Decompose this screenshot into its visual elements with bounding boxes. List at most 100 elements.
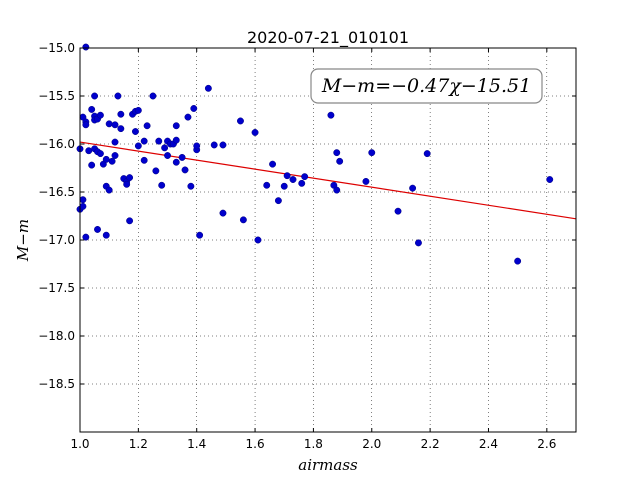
x-tick-label: 2.4 [479,437,498,451]
x-tick-label: 1.2 [129,437,148,451]
data-point [280,182,288,190]
data-point [114,92,122,100]
data-point [140,137,148,145]
data-point [210,141,218,149]
axis-ticks: 1.0 1.2 1.4 1.6 1.8 2.0 2.2 2.4 2.6 −15.0 −15.5 −16… [38,41,576,451]
plot-frame [79,47,577,433]
data-point [423,150,431,158]
x-tick-label: 2.2 [421,437,440,451]
annotation-box [310,68,543,104]
data-point [134,106,142,114]
data-point [88,105,96,113]
data-points [76,43,554,265]
data-point [117,125,125,133]
data-point [82,233,90,241]
data-point [289,176,297,183]
data-point [152,167,160,175]
data-point [88,161,96,169]
data-point [181,166,189,174]
x-tick-label: 1.8 [304,437,323,451]
data-point [94,225,101,233]
data-point [108,157,116,165]
data-point [178,153,186,161]
data-point [96,150,104,158]
data-point [239,216,247,224]
x-axis-label: airmass [298,456,358,474]
data-point [79,196,87,204]
data-point [187,182,195,190]
y-tick-label: −17.5 [38,281,75,295]
data-point [161,144,169,152]
data-point [91,92,99,100]
x-tick-label: 1.6 [246,437,265,451]
chart-title: 2020-07-21_010101 [247,28,409,48]
y-tick-label: −15.0 [38,41,75,55]
fit-annotation: M−m=−0.47χ−15.51 [310,68,543,104]
data-point [140,156,148,164]
y-tick-label: −15.5 [38,89,75,103]
data-point [333,149,341,157]
data-point [274,197,282,205]
grid-lines [80,48,576,432]
data-point [546,176,554,183]
data-point [126,174,134,182]
data-point [219,209,227,217]
data-point [298,179,306,187]
annotation-text: M−m=−0.47χ−15.51 [321,75,531,97]
fit-line-layer [79,141,577,220]
data-point [514,257,522,265]
fit-line [79,141,577,220]
y-tick-label: −17.0 [38,233,75,247]
data-point [85,147,93,155]
data-point [105,120,113,128]
data-point [96,111,104,119]
data-point [283,172,291,180]
data-point [333,186,341,194]
data-point [193,142,201,150]
y-tick-label: −18.0 [38,329,75,343]
data-point [117,110,125,118]
data-point [82,43,90,51]
y-axis-label: M−m [14,219,32,262]
data-point [126,217,134,225]
x-tick-label: 1.0 [70,437,89,451]
data-point [184,113,192,121]
data-point [149,92,157,100]
data-point [172,136,180,144]
x-tick-label: 2.6 [537,437,556,451]
data-point [82,121,90,129]
data-point [172,122,180,130]
data-point [336,157,344,165]
data-point [251,129,259,136]
data-point [219,141,227,149]
y-tick-label: −18.5 [38,377,75,391]
data-point [237,117,244,125]
data-point [111,121,119,129]
data-point [102,231,110,239]
data-point [134,142,142,150]
data-point [327,111,335,119]
data-point [414,239,422,247]
data-point [105,186,113,194]
data-point [409,184,417,192]
data-point [190,105,198,112]
data-point [362,177,370,185]
data-point [111,138,119,146]
data-point [111,152,119,159]
data-point [368,149,376,157]
x-tick-label: 1.4 [187,437,206,451]
data-point [204,84,212,92]
data-point [196,231,204,239]
y-tick-label: −16.0 [38,137,75,151]
data-point [102,155,110,163]
data-point [164,152,171,159]
data-point [155,137,163,145]
data-point [79,202,87,210]
data-point [123,180,131,188]
data-point [131,128,139,135]
data-point [254,236,262,244]
x-tick-label: 2.0 [362,437,381,451]
data-point [301,173,309,181]
data-point [269,160,277,168]
